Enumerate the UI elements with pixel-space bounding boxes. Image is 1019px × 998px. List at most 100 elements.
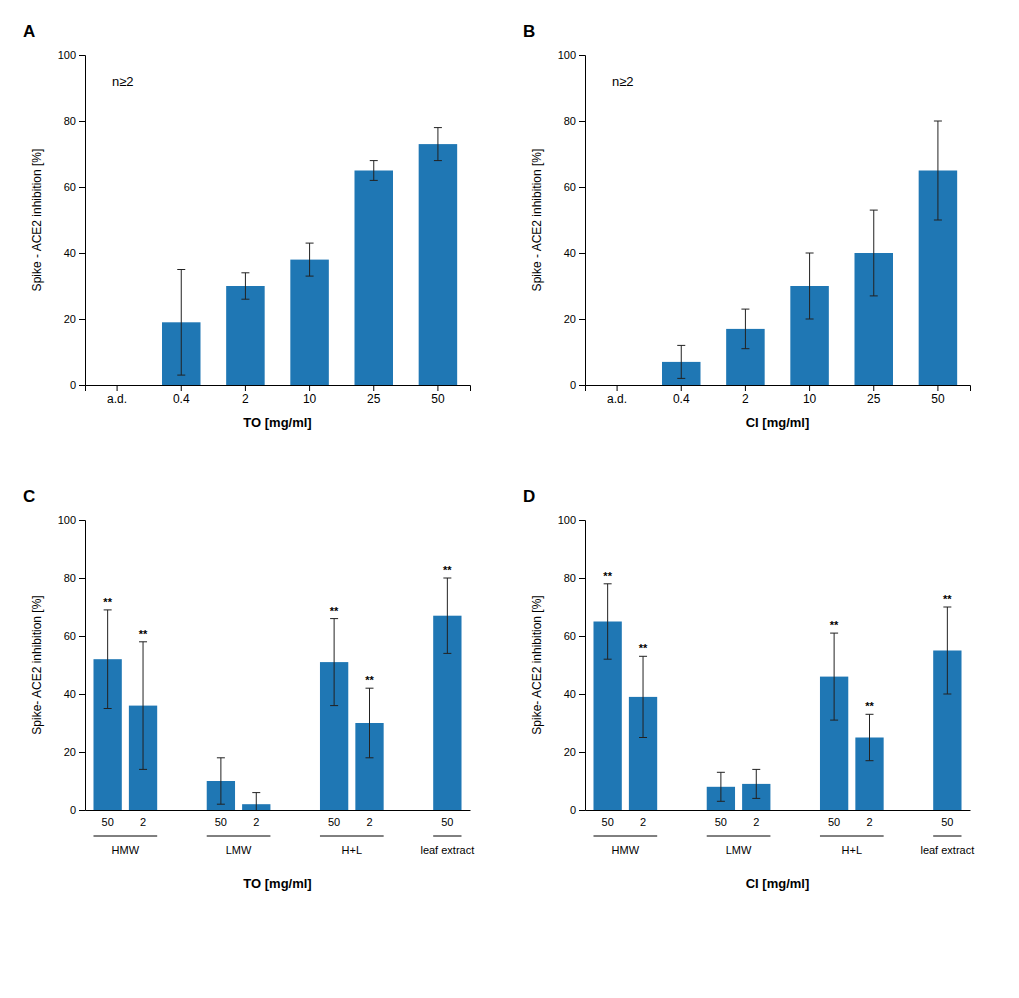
y-tick-label: 60: [64, 181, 76, 193]
y-axis-title: Spike - ACE2 inhibition [%]: [30, 149, 44, 292]
x-tick: 0.4: [673, 385, 690, 406]
error-bar: [443, 578, 451, 653]
error-bar: [806, 253, 814, 319]
group-label: leaf extract: [920, 844, 974, 856]
error-bar: [252, 793, 260, 810]
plot-area: [593, 584, 961, 810]
y-tick-mark: [79, 121, 85, 122]
y-tick-mark: [579, 319, 585, 320]
x-axis: a.d.0.42102550: [586, 385, 971, 406]
error-bar: [752, 769, 760, 798]
y-tick-label: 40: [64, 688, 76, 700]
texts: CI [mg/ml]n≥2Spike - ACE2 inhibition [%]…: [523, 22, 809, 430]
x-tick: 25: [867, 385, 881, 406]
x-tick-mark: [309, 385, 310, 391]
group-underline: [93, 836, 157, 837]
panel: TO [mg/ml]n≥2Spike - ACE2 inhibition [%]…: [23, 22, 471, 430]
y-tick-mark: [79, 752, 85, 753]
y-tick-label: 20: [64, 746, 76, 758]
error-bar: [741, 309, 749, 349]
y-tick-label: 0: [570, 804, 576, 816]
significance-label: **: [365, 674, 374, 686]
x-axis-title: TO [mg/ml]: [243, 415, 311, 430]
y-tick-mark: [579, 694, 585, 695]
x-tick-mark: [809, 385, 810, 391]
x-axis-line: [86, 810, 471, 811]
y-tick: 0: [570, 804, 585, 816]
group-underline: [320, 836, 384, 837]
significance-label: **: [443, 564, 452, 576]
error-bar: [306, 243, 314, 276]
y-tick: 100: [558, 514, 585, 526]
y-tick: 100: [58, 514, 85, 526]
x-tick-label: 0.4: [173, 392, 190, 406]
significance-label: **: [603, 570, 612, 582]
category-label: 2: [366, 816, 372, 828]
y-axis-title: Spike- ACE2 inhibition [%]: [530, 595, 544, 734]
x-tick-mark: [245, 385, 246, 391]
y-tick: 60: [64, 630, 85, 642]
y-tick-label: 100: [558, 49, 576, 61]
x-tick: 2: [242, 385, 249, 406]
category-label: 50: [215, 816, 227, 828]
category-label: 2: [253, 816, 259, 828]
error-bar: [943, 607, 951, 694]
panel-label: C: [23, 487, 35, 506]
y-tick-mark: [579, 253, 585, 254]
x-tick-mark: [681, 385, 682, 391]
y-tick-mark: [79, 578, 85, 579]
group-label: HMW: [112, 844, 140, 856]
y-tick-mark: [579, 385, 585, 386]
error-bar: [370, 161, 378, 181]
y-tick-mark: [579, 810, 585, 811]
x-tick-mark: [373, 385, 374, 391]
texts: 50250250250HMWLMWH+Lleaf extractTO [mg/m…: [23, 487, 474, 891]
error-bar: [139, 642, 147, 770]
y-tick-mark: [579, 55, 585, 56]
error-bar: [241, 273, 249, 299]
significance-label: **: [639, 642, 648, 654]
error-bar: [330, 619, 338, 706]
y-tick-label: 80: [64, 115, 76, 127]
x-tick-mark: [617, 385, 618, 391]
panel-label: B: [523, 22, 535, 41]
y-tick-label: 80: [564, 572, 576, 584]
group-underline: [820, 836, 884, 837]
bar: [419, 144, 458, 385]
y-tick-mark: [79, 810, 85, 811]
y-axis-line: [79, 521, 86, 811]
y-tick-mark: [579, 520, 585, 521]
annotation: n≥2: [612, 74, 634, 89]
y-tick-label: 0: [70, 804, 76, 816]
y-axis: 020406080100: [58, 49, 86, 391]
x-tick: 50: [931, 385, 945, 406]
x-tick-label: 2: [242, 392, 249, 406]
significance-label: **: [943, 593, 952, 605]
x-tick: 10: [303, 385, 317, 406]
x-axis-title: TO [mg/ml]: [243, 876, 311, 891]
y-tick-mark: [79, 520, 85, 521]
category-label: 50: [328, 816, 340, 828]
y-tick: 40: [64, 247, 85, 259]
category-label: 50: [941, 816, 953, 828]
category-label: 2: [753, 816, 759, 828]
x-tick-mark: [437, 385, 438, 391]
panel: CI [mg/ml]n≥2Spike - ACE2 inhibition [%]…: [523, 22, 971, 430]
y-axis-title: Spike- ACE2 inhibition [%]: [30, 595, 44, 734]
y-tick-label: 20: [64, 313, 76, 325]
y-tick-mark: [79, 694, 85, 695]
bar: [355, 171, 394, 386]
significance-label: **: [139, 628, 148, 640]
category-label: 2: [866, 816, 872, 828]
y-tick-label: 20: [564, 746, 576, 758]
y-tick: 0: [70, 379, 85, 391]
group-label: H+L: [342, 844, 363, 856]
error-bar: [639, 656, 647, 737]
x-tick-label: 0.4: [673, 392, 690, 406]
y-tick-mark: [79, 385, 85, 386]
group-label: LMW: [226, 844, 252, 856]
x-axis-line: [586, 386, 971, 392]
group-underline: [707, 836, 771, 837]
x-axis: a.d.0.42102550: [86, 385, 471, 406]
y-tick-mark: [79, 55, 85, 56]
